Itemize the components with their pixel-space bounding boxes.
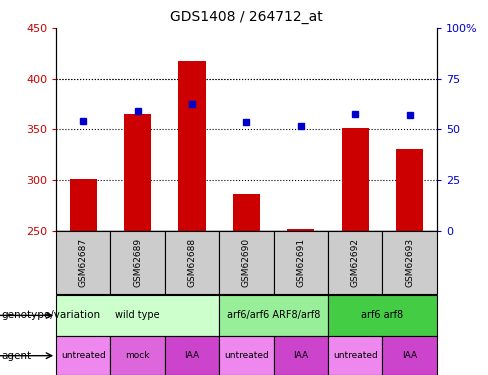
Bar <box>383 231 437 294</box>
Bar <box>287 229 314 231</box>
Text: GSM62693: GSM62693 <box>405 238 414 287</box>
Bar <box>219 231 274 294</box>
Text: GSM62691: GSM62691 <box>296 238 305 287</box>
Text: mock: mock <box>125 351 150 360</box>
Text: agent: agent <box>1 351 31 361</box>
Bar <box>396 148 423 231</box>
Bar <box>219 336 274 375</box>
Text: GSM62692: GSM62692 <box>351 238 360 287</box>
Text: genotype/variation: genotype/variation <box>1 310 100 320</box>
Bar <box>328 336 383 375</box>
Text: wild type: wild type <box>115 310 160 320</box>
Text: GSM62689: GSM62689 <box>133 238 142 287</box>
Text: IAA: IAA <box>184 351 200 360</box>
Bar <box>124 114 151 231</box>
Text: untreated: untreated <box>224 351 269 360</box>
Text: IAA: IAA <box>402 351 417 360</box>
Bar <box>328 231 383 294</box>
Text: IAA: IAA <box>293 351 308 360</box>
Bar <box>274 231 328 294</box>
Bar <box>342 128 369 231</box>
Bar <box>56 336 110 375</box>
Bar <box>383 336 437 375</box>
Text: untreated: untreated <box>333 351 378 360</box>
Title: GDS1408 / 264712_at: GDS1408 / 264712_at <box>170 10 323 24</box>
Text: GSM62688: GSM62688 <box>187 238 197 287</box>
Text: untreated: untreated <box>61 351 106 360</box>
Text: GSM62690: GSM62690 <box>242 238 251 287</box>
Bar <box>56 295 219 336</box>
Bar <box>165 231 219 294</box>
Bar <box>233 194 260 231</box>
Bar <box>219 295 328 336</box>
Bar <box>274 336 328 375</box>
Bar <box>110 336 165 375</box>
Bar <box>70 179 97 231</box>
Text: GSM62687: GSM62687 <box>79 238 88 287</box>
Bar <box>328 295 437 336</box>
Bar <box>165 336 219 375</box>
Bar <box>110 231 165 294</box>
Bar <box>56 231 110 294</box>
Text: arf6/arf6 ARF8/arf8: arf6/arf6 ARF8/arf8 <box>227 310 320 320</box>
Bar <box>179 60 205 231</box>
Text: arf6 arf8: arf6 arf8 <box>361 310 404 320</box>
